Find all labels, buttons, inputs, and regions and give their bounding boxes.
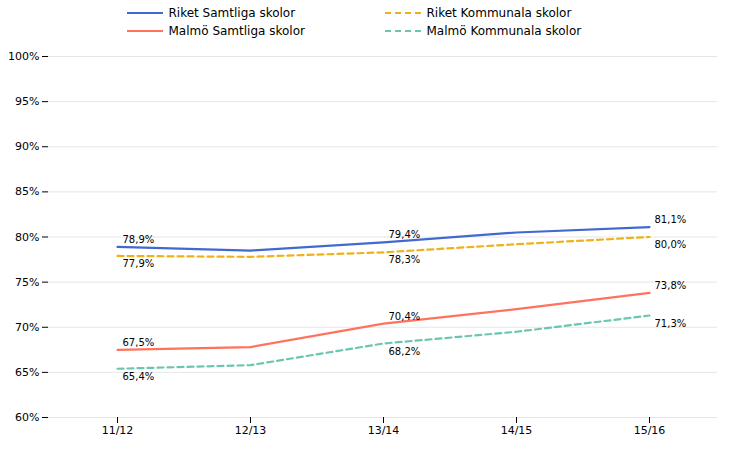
svg-text:70,4%: 70,4% — [389, 311, 421, 322]
svg-text:67,5%: 67,5% — [123, 337, 155, 348]
svg-text:90%: 90% — [15, 140, 39, 153]
svg-text:95%: 95% — [15, 95, 39, 108]
svg-text:77,9%: 77,9% — [123, 258, 155, 269]
html-text:Malmö Samtliga skolor: Malmö Samtliga skolor — [168, 24, 305, 38]
svg-text:14/15: 14/15 — [501, 424, 533, 437]
svg-text:70%: 70% — [15, 321, 39, 334]
svg-text:81,1%: 81,1% — [655, 214, 687, 225]
svg-text:60%: 60% — [15, 411, 39, 424]
svg-text:79,4%: 79,4% — [389, 229, 421, 240]
svg-text:75%: 75% — [15, 276, 39, 289]
svg-text:12/13: 12/13 — [235, 424, 267, 437]
svg-text:65%: 65% — [15, 366, 39, 379]
svg-text:13/14: 13/14 — [368, 424, 400, 437]
svg-text:100%: 100% — [8, 50, 39, 63]
svg-text:78,9%: 78,9% — [123, 234, 155, 245]
svg-text:80%: 80% — [15, 231, 39, 244]
svg-text:73,8%: 73,8% — [655, 280, 687, 291]
svg-text:65,4%: 65,4% — [123, 371, 155, 382]
svg-text:15/16: 15/16 — [634, 424, 666, 437]
svg-text:80,0%: 80,0% — [655, 239, 687, 250]
svg-text:85%: 85% — [15, 185, 39, 198]
html-text:Riket Samtliga skolor: Riket Samtliga skolor — [168, 6, 296, 20]
html-text:Riket Kommunala skolor: Riket Kommunala skolor — [426, 6, 572, 20]
svg-text:68,2%: 68,2% — [389, 346, 421, 357]
svg-text:78,3%: 78,3% — [389, 254, 421, 265]
html-text:Malmö Kommunala skolor: Malmö Kommunala skolor — [426, 24, 582, 38]
svg-text:71,3%: 71,3% — [655, 318, 687, 329]
svg-text:11/12: 11/12 — [102, 424, 134, 437]
